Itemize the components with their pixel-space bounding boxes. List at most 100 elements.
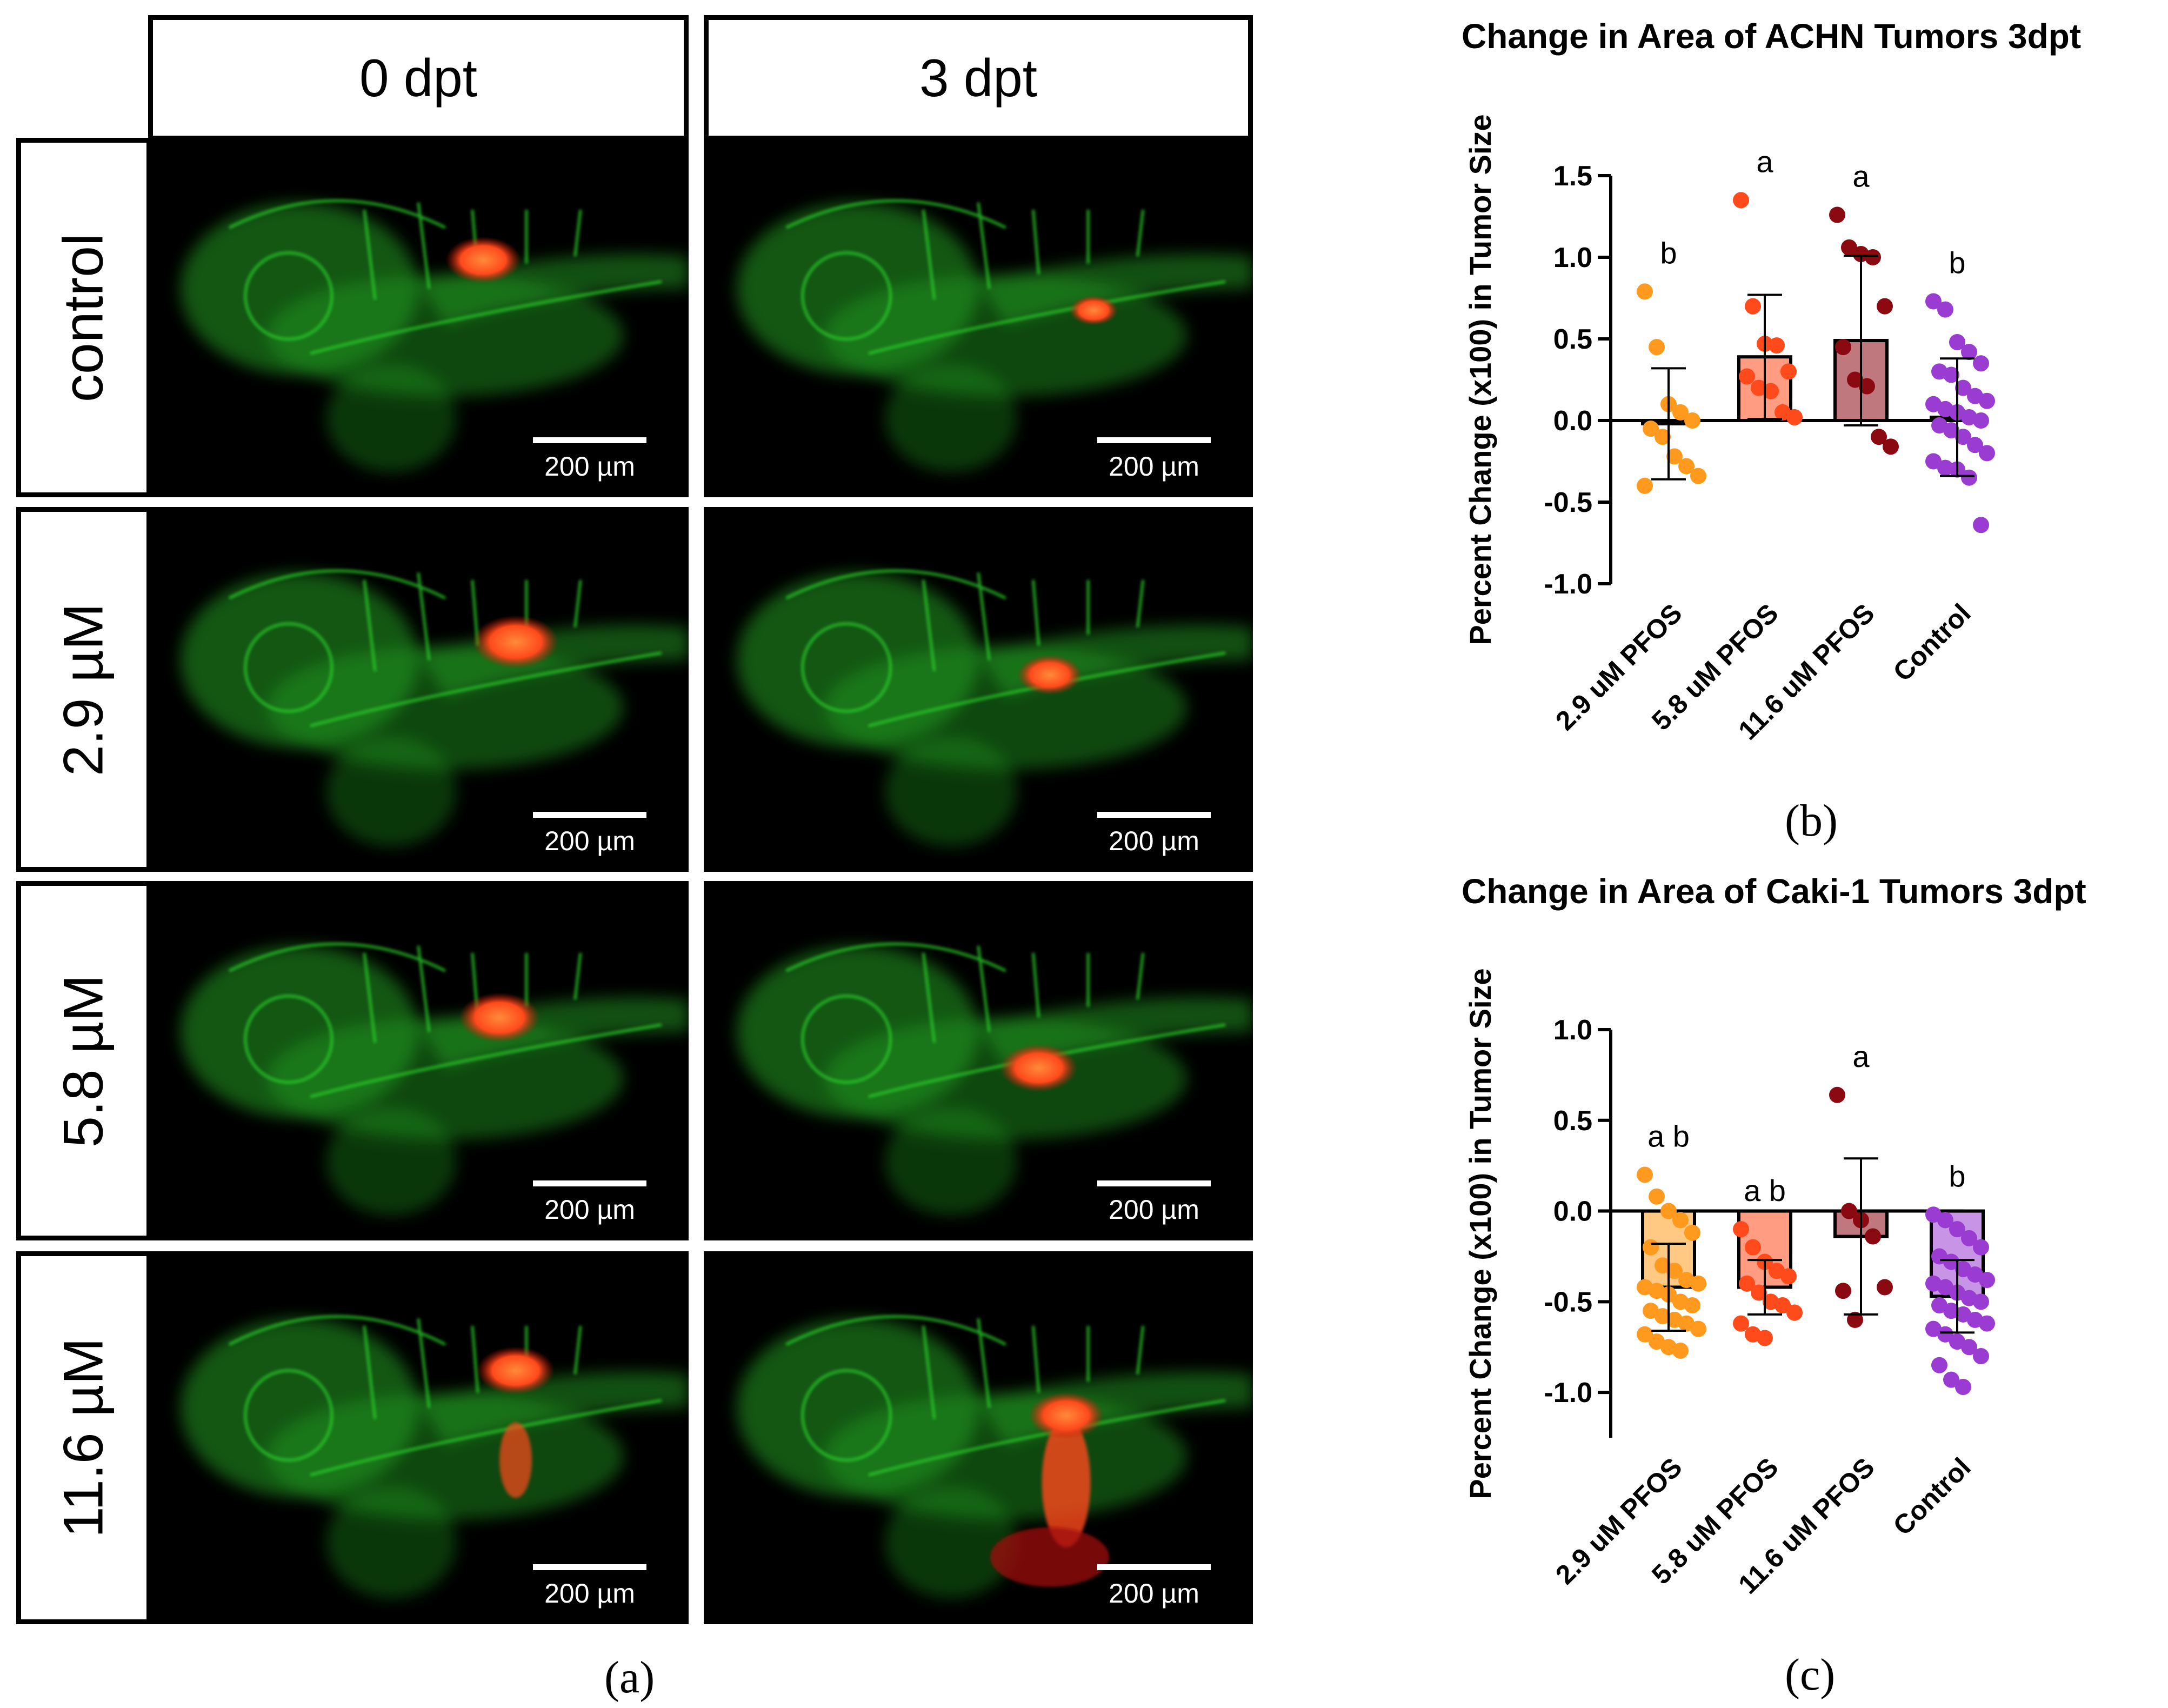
scale-bar-label: 200 µm — [544, 1578, 635, 1609]
scale-bar: 200 µm — [533, 437, 646, 482]
data-point — [1925, 453, 1942, 470]
data-point — [1649, 1188, 1665, 1205]
y-tick-label: 1.5 — [1553, 161, 1592, 192]
data-point — [1637, 1166, 1653, 1183]
data-point — [1733, 192, 1749, 209]
data-point — [1690, 1275, 1706, 1292]
scale-bar-label: 200 µm — [1109, 826, 1199, 856]
y-tick-label: -0.5 — [1544, 487, 1592, 518]
data-point — [1666, 1263, 1683, 1279]
data-point — [1883, 438, 1899, 455]
scale-bar-line — [533, 437, 646, 443]
data-point — [1973, 1293, 1989, 1310]
data-point — [1786, 409, 1803, 425]
data-point — [1666, 448, 1683, 465]
data-point — [1865, 1228, 1881, 1245]
data-point — [1859, 378, 1875, 395]
chart-b-ACHN: Percent Change (x100) in Tumor Size -1.0 -… — [1463, 114, 1995, 746]
micrograph-2-1: 200 µm — [704, 881, 1253, 1240]
significance-letter: a — [1756, 144, 1773, 178]
significance-letter: b — [1949, 246, 1965, 280]
data-point — [1835, 339, 1851, 356]
data-point — [1829, 1086, 1845, 1103]
data-point — [1672, 404, 1689, 421]
scale-bar-label: 200 µm — [1109, 1578, 1199, 1609]
data-point — [1672, 1342, 1689, 1359]
data-point — [1973, 517, 1989, 533]
scale-bar-line — [1097, 1564, 1211, 1570]
significance-letter: a — [1852, 1039, 1870, 1073]
scale-bar-line — [1097, 437, 1211, 443]
data-point — [1979, 1315, 1995, 1332]
data-point — [1961, 1230, 1977, 1246]
micrograph-0-1: 200 µm — [704, 138, 1253, 497]
data-point — [1949, 1221, 1965, 1238]
chart-c-title: Change in Area of Caki-1 Tumors 3dpt — [1462, 872, 2086, 911]
data-point — [1745, 1239, 1761, 1256]
data-point — [1925, 293, 1942, 310]
caption-a: (a) — [604, 1652, 655, 1703]
data-point — [1955, 1379, 1971, 1396]
data-point — [1780, 1268, 1797, 1285]
data-point — [1943, 422, 1959, 439]
data-point — [1739, 368, 1755, 385]
column-header-0dpt: 0 dpt — [148, 15, 689, 141]
data-point — [1937, 301, 1953, 318]
significance-letter: b — [1660, 236, 1677, 270]
data-point — [1672, 1212, 1689, 1229]
data-point — [1829, 206, 1845, 223]
micrograph-1-0: 200 µm — [148, 507, 689, 872]
data-point — [1835, 1283, 1851, 1299]
significance-letter: b — [1949, 1159, 1965, 1193]
data-point — [1780, 363, 1797, 380]
data-point — [1937, 1326, 1953, 1343]
scale-bar: 200 µm — [1097, 1564, 1211, 1609]
row-label-5-8: 5.8 µM — [16, 881, 151, 1240]
data-point — [1943, 366, 1959, 383]
data-point — [1943, 1253, 1959, 1270]
row-label-11-6: 11.6 µM — [16, 1251, 151, 1624]
x-tick-label: Control — [1887, 1452, 1977, 1541]
scale-bar-line — [533, 1180, 646, 1186]
y-tick-label: 1.0 — [1553, 242, 1592, 273]
data-point — [1877, 1279, 1893, 1296]
data-point — [1757, 1330, 1773, 1346]
y-tick-label: 1.0 — [1553, 1015, 1592, 1046]
micrograph-3-1: 200 µm — [704, 1251, 1253, 1624]
column-header-3dpt: 3 dpt — [704, 15, 1253, 141]
data-point — [1733, 1315, 1749, 1332]
scale-bar: 200 µm — [1097, 812, 1211, 857]
scale-bar: 200 µm — [533, 1564, 646, 1609]
data-point — [1684, 1224, 1700, 1241]
data-point — [1637, 283, 1653, 300]
scale-bar: 200 µm — [1097, 437, 1211, 482]
data-point — [1973, 1348, 1989, 1364]
micrograph-1-1: 200 µm — [704, 507, 1253, 872]
data-point — [1961, 344, 1977, 361]
data-point — [1690, 1320, 1706, 1337]
data-point — [1684, 412, 1700, 429]
data-point — [1937, 459, 1953, 476]
data-point — [1739, 1275, 1755, 1292]
data-point — [1660, 1203, 1677, 1219]
data-point — [1643, 421, 1659, 437]
micrograph-2-0: 200 µm — [148, 881, 689, 1240]
scale-bar-label: 200 µm — [544, 1195, 635, 1225]
data-point — [1786, 1304, 1803, 1321]
data-point — [1841, 239, 1857, 256]
scale-bar: 200 µm — [1097, 1180, 1211, 1225]
scale-bar-label: 200 µm — [1109, 1195, 1199, 1225]
data-point — [1775, 1297, 1791, 1314]
data-point — [1751, 1284, 1767, 1301]
micrograph-3-0: 200 µm — [148, 1251, 689, 1624]
scale-bar-line — [533, 1564, 646, 1570]
y-tick-label: 0.0 — [1553, 405, 1592, 437]
data-point — [1655, 429, 1671, 445]
y-axis-label: Percent Change (x100) in Tumor Size — [1463, 968, 1497, 1499]
data-point — [1871, 429, 1887, 445]
row-label-control: control — [16, 138, 151, 497]
data-point — [1955, 429, 1971, 445]
data-point — [1961, 1339, 1977, 1356]
significance-letter: a b — [1744, 1173, 1786, 1207]
y-tick-label: 0.5 — [1553, 324, 1592, 355]
